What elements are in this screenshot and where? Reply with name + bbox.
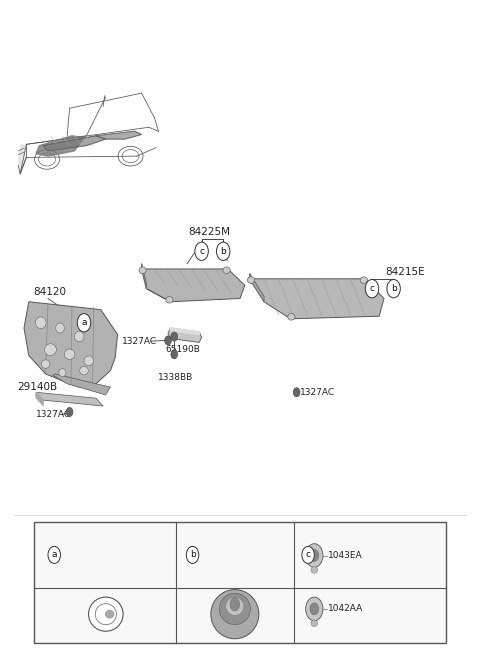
Ellipse shape bbox=[74, 331, 84, 342]
Ellipse shape bbox=[166, 297, 173, 303]
Bar bbox=[34, 522, 446, 643]
Polygon shape bbox=[250, 279, 384, 319]
Text: 1327AC: 1327AC bbox=[300, 388, 335, 397]
Circle shape bbox=[306, 544, 323, 567]
Text: b: b bbox=[220, 247, 226, 256]
Polygon shape bbox=[36, 136, 84, 156]
Polygon shape bbox=[43, 136, 106, 151]
Text: c: c bbox=[370, 284, 374, 293]
Ellipse shape bbox=[106, 610, 114, 618]
Text: 1042AA: 1042AA bbox=[328, 604, 363, 613]
Text: 1327AC: 1327AC bbox=[36, 410, 71, 419]
Ellipse shape bbox=[223, 267, 230, 274]
Text: 84120: 84120 bbox=[34, 287, 67, 297]
Ellipse shape bbox=[211, 590, 259, 639]
Circle shape bbox=[365, 279, 379, 298]
Ellipse shape bbox=[44, 344, 57, 356]
Circle shape bbox=[310, 603, 319, 615]
Text: c: c bbox=[199, 247, 204, 256]
Ellipse shape bbox=[311, 620, 318, 626]
Ellipse shape bbox=[219, 593, 251, 625]
Ellipse shape bbox=[360, 277, 368, 283]
Polygon shape bbox=[53, 374, 110, 395]
Text: 1338BB: 1338BB bbox=[158, 373, 193, 382]
Circle shape bbox=[230, 598, 240, 611]
Polygon shape bbox=[18, 144, 26, 174]
Circle shape bbox=[77, 314, 91, 332]
Ellipse shape bbox=[59, 369, 66, 377]
Ellipse shape bbox=[80, 366, 88, 375]
Text: 1327AC: 1327AC bbox=[122, 337, 157, 346]
Polygon shape bbox=[250, 274, 264, 302]
Circle shape bbox=[387, 279, 400, 298]
Ellipse shape bbox=[56, 323, 64, 333]
Circle shape bbox=[216, 242, 230, 260]
Circle shape bbox=[195, 242, 208, 260]
Circle shape bbox=[310, 550, 319, 562]
Text: 65190B: 65190B bbox=[166, 345, 201, 354]
Ellipse shape bbox=[288, 314, 295, 320]
Text: 84136: 84136 bbox=[209, 550, 242, 560]
Text: a: a bbox=[51, 550, 57, 560]
Text: 84215E: 84215E bbox=[385, 268, 425, 277]
Circle shape bbox=[186, 546, 199, 564]
Circle shape bbox=[48, 546, 60, 564]
Ellipse shape bbox=[248, 277, 254, 283]
Ellipse shape bbox=[36, 317, 46, 329]
Text: 29140B: 29140B bbox=[17, 382, 57, 392]
Ellipse shape bbox=[139, 267, 146, 274]
Ellipse shape bbox=[226, 597, 244, 615]
Circle shape bbox=[293, 388, 300, 397]
Ellipse shape bbox=[84, 356, 94, 366]
Polygon shape bbox=[142, 269, 245, 302]
Circle shape bbox=[171, 350, 178, 359]
Polygon shape bbox=[24, 302, 118, 387]
Circle shape bbox=[302, 546, 314, 564]
Polygon shape bbox=[170, 328, 199, 335]
Text: 84225M: 84225M bbox=[188, 228, 230, 237]
Text: 1043EA: 1043EA bbox=[328, 551, 362, 560]
Text: c: c bbox=[306, 550, 311, 560]
Polygon shape bbox=[142, 264, 146, 289]
Text: b: b bbox=[190, 550, 195, 560]
Polygon shape bbox=[168, 328, 202, 342]
Text: b: b bbox=[391, 284, 396, 293]
Circle shape bbox=[66, 407, 73, 417]
Ellipse shape bbox=[41, 359, 50, 369]
Text: 84147: 84147 bbox=[75, 550, 108, 560]
Polygon shape bbox=[36, 392, 103, 406]
Circle shape bbox=[171, 332, 178, 341]
Circle shape bbox=[306, 597, 323, 621]
Ellipse shape bbox=[311, 567, 318, 573]
Ellipse shape bbox=[64, 349, 75, 359]
Polygon shape bbox=[36, 392, 43, 405]
Circle shape bbox=[165, 336, 171, 345]
Polygon shape bbox=[96, 131, 142, 139]
Ellipse shape bbox=[88, 597, 123, 631]
Text: a: a bbox=[81, 318, 87, 327]
